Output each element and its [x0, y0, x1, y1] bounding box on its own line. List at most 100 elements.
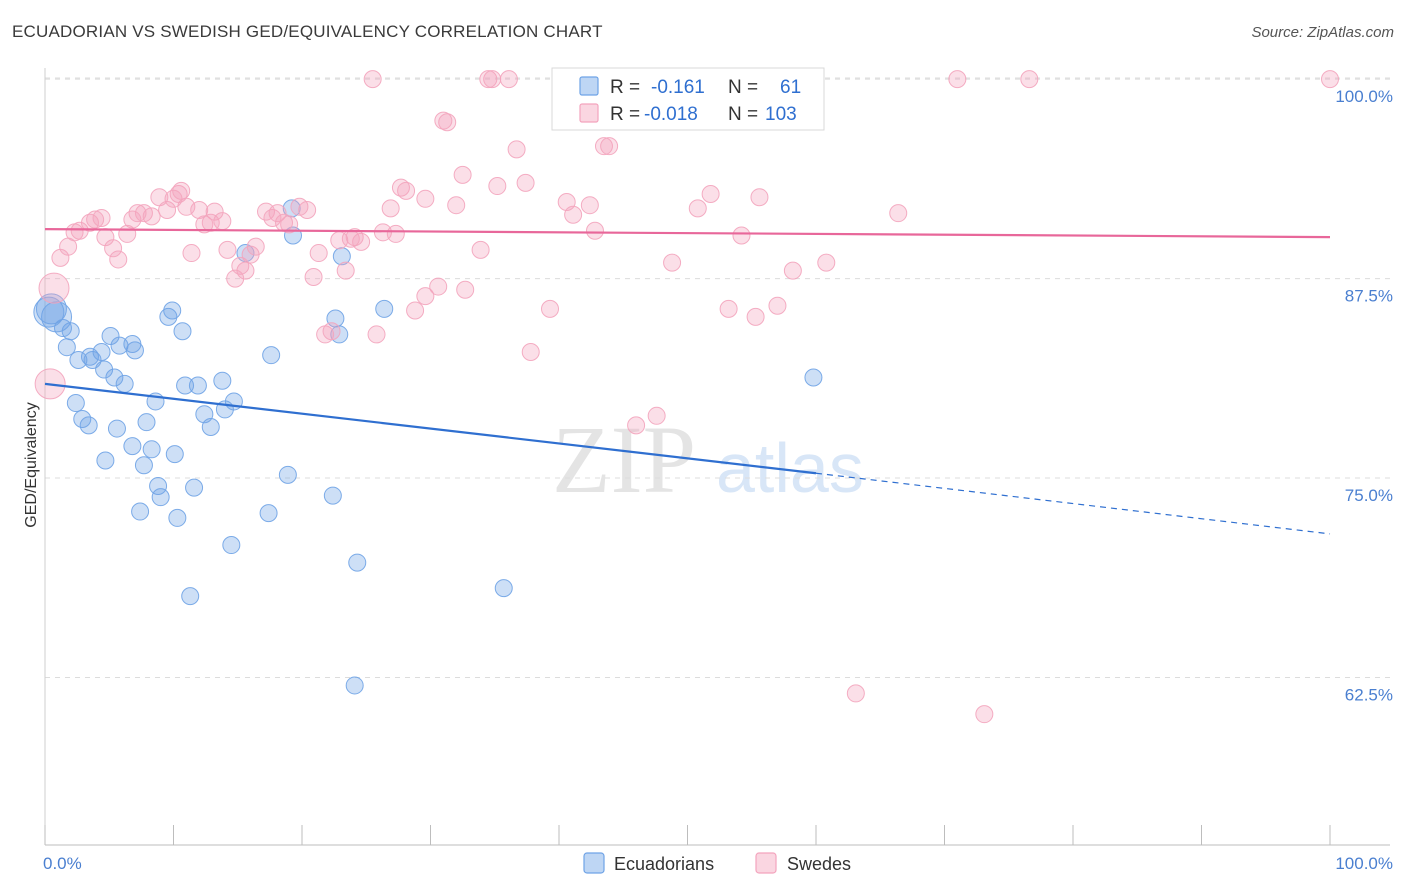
swede-point [746, 307, 765, 326]
ecuadorian-point [149, 477, 168, 496]
ecuadorian-point [185, 478, 204, 497]
swede-point [416, 287, 435, 306]
x-tick-label-start: 0.0% [43, 854, 82, 873]
ecuadorian-point [92, 342, 111, 361]
legend-r-value-blue: -0.161 [651, 77, 705, 98]
swede-point [92, 208, 111, 227]
legend-r-label-blue: R = [610, 77, 640, 98]
legend-n-label-blue: N = [728, 77, 758, 98]
grid-lines [45, 77, 1390, 678]
swede-point [456, 280, 475, 299]
swede-point [483, 70, 502, 89]
swede-point [594, 137, 613, 156]
bottom-legend-swatch-swedes [755, 852, 777, 874]
swede-point [109, 250, 128, 269]
swede-point [627, 416, 646, 435]
ecuadorian-point [131, 502, 150, 521]
ecuadorian-point [101, 327, 120, 346]
ecuadorian-point [115, 374, 134, 393]
swede-point [268, 204, 287, 223]
swede-point [381, 199, 400, 218]
y-tick-label-0: 62.5% [1345, 685, 1393, 704]
swede-point [889, 204, 908, 223]
swede-point [1321, 70, 1339, 89]
swede-point [257, 202, 276, 221]
swede-point [236, 261, 255, 280]
swede-point [521, 342, 540, 361]
swede-point [768, 296, 787, 315]
swede-point [541, 299, 560, 318]
ecuadorian-point [259, 504, 278, 523]
swede-point [38, 272, 70, 304]
swede-point [386, 224, 405, 243]
swede-point [322, 322, 341, 341]
swede-point [280, 215, 299, 234]
watermark-atlas: atlas [716, 429, 864, 507]
ecuadorians-points [33, 199, 823, 695]
ecuadorian-point [165, 445, 184, 464]
ecuadorian-point [151, 488, 170, 507]
ecuadorians-trend-extension [815, 472, 1331, 535]
legend-n-value-blue: 61 [780, 77, 801, 98]
ecuadorian-point [262, 346, 281, 365]
swede-point [564, 205, 583, 224]
swede-point [817, 253, 836, 272]
swede-point [471, 240, 490, 259]
legend-n-label-pink: N = [728, 104, 758, 125]
stats-legend: R = -0.161 N = 61 R = -0.018 N = 103 [551, 67, 825, 131]
swede-point [195, 215, 214, 234]
bottom-legend-label-swedes: Swedes [787, 854, 851, 874]
swede-point [205, 202, 224, 221]
ecuadorian-point [107, 419, 126, 438]
swede-point [406, 301, 425, 320]
swede-point [647, 406, 666, 425]
swede-point [663, 253, 682, 272]
swede-point [352, 232, 371, 251]
swede-point [438, 113, 457, 132]
swede-point [218, 240, 237, 259]
swede-point [585, 221, 604, 240]
swede-point [190, 200, 209, 219]
chart-title: ECUADORIAN VS SWEDISH GED/EQUIVALENCY CO… [12, 22, 603, 41]
ecuadorian-point [173, 322, 192, 341]
swede-point [363, 70, 382, 89]
swede-point [80, 213, 99, 232]
y-axis-label: GED/Equivalency [23, 402, 40, 527]
swede-point [453, 165, 472, 184]
ecuadorian-point [278, 465, 297, 484]
trend-lines [44, 228, 1331, 535]
legend-n-value-pink: 103 [765, 104, 797, 125]
swede-point [600, 137, 619, 156]
ecuadorian-point [125, 341, 144, 360]
ecuadorian-point [282, 199, 301, 218]
swede-point [231, 256, 250, 275]
ecuadorian-point [323, 486, 342, 505]
ecuadorian-point [66, 394, 85, 413]
swede-point [750, 188, 769, 207]
y-tick-label-1: 75.0% [1345, 486, 1393, 505]
tick-labels: 62.5% 75.0% 87.5% 100.0% 0.0% 100.0% [43, 87, 1393, 873]
swede-point [104, 239, 123, 258]
series-legend: Ecuadorians Swedes [583, 852, 851, 874]
ecuadorian-point [345, 676, 364, 695]
legend-swatch-blue [579, 76, 599, 96]
swede-point [367, 325, 386, 344]
ecuadorian-point [41, 301, 73, 333]
swede-point [488, 177, 507, 196]
ecuadorian-point [348, 553, 367, 572]
swede-point [688, 199, 707, 218]
swede-point [298, 200, 317, 219]
swede-point [142, 207, 161, 226]
swede-point [719, 299, 738, 318]
ecuadorian-point [168, 508, 187, 527]
swedes-points [34, 70, 1339, 724]
ecuadorian-point [96, 451, 115, 470]
ecuadorian-point [222, 536, 241, 555]
swede-point [701, 185, 720, 204]
ecuadorian-point [188, 376, 207, 395]
ecuadorian-point [181, 587, 200, 606]
ecuadorian-point [332, 247, 351, 266]
swede-point [263, 208, 282, 227]
watermark-zip: ZIP [552, 406, 696, 513]
source-label: Source: ZipAtlas.com [1251, 24, 1394, 41]
